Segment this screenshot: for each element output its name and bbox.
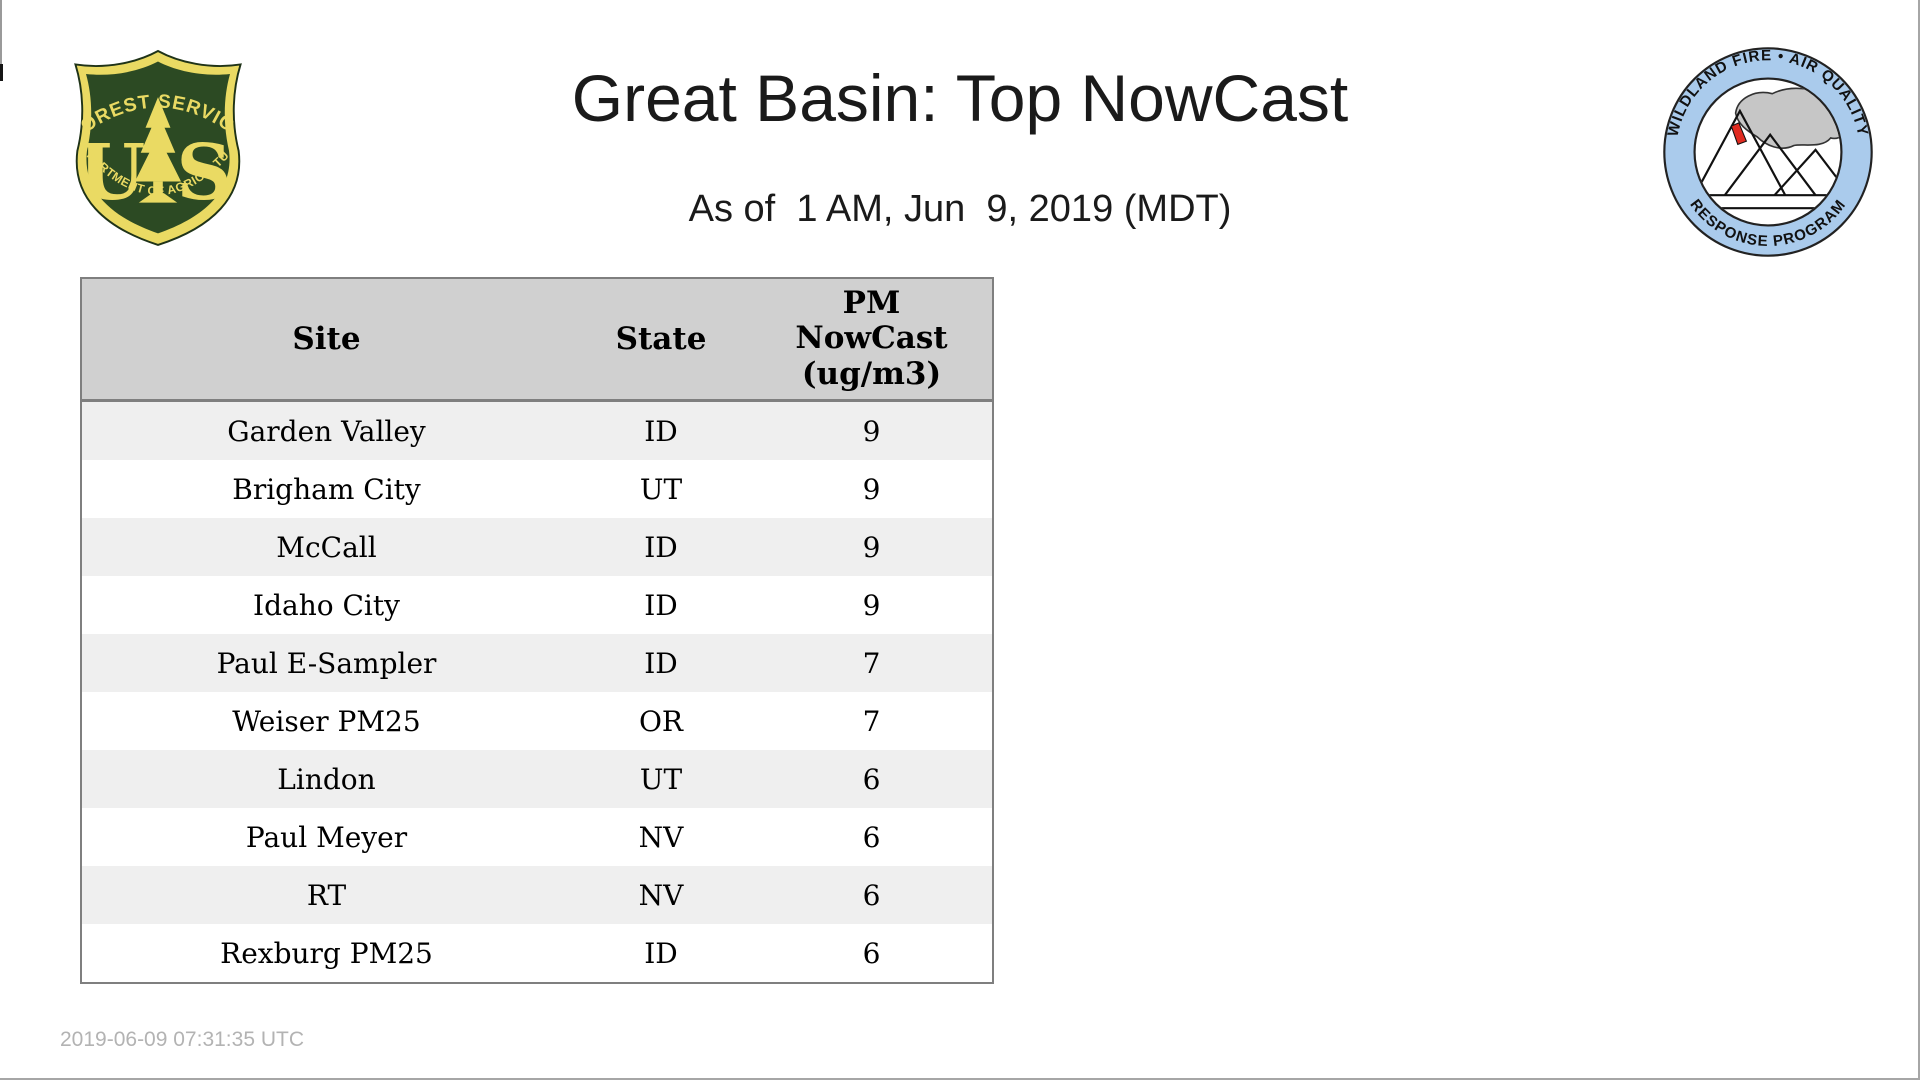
site-cell: Rexburg PM25: [220, 936, 433, 970]
page-edge-artifact: [0, 64, 3, 81]
state-cell: ID: [644, 414, 678, 448]
page-title: Great Basin: Top NowCast: [571, 61, 1349, 135]
nowcast-table-container: Site State PM NowCast (ug/m3) Garden Val…: [80, 277, 994, 984]
state-cell: UT: [639, 472, 683, 506]
wfaqrp-badge-icon: WILDLAND FIRE • AIR QUALITY RESPONSE PRO…: [1663, 47, 1873, 257]
site-cell: McCall: [276, 530, 377, 564]
table-row: Lindon UT 6: [81, 750, 993, 808]
nowcast-table-body: Garden Valley ID 9 Brigham City UT 9 McCall ID 9…: [81, 400, 993, 983]
site-cell: Paul Meyer: [245, 820, 408, 854]
site-cell: Idaho City: [253, 588, 400, 622]
table-row: Garden Valley ID 9: [81, 400, 993, 460]
page-left-border: [0, 0, 2, 64]
smoke-icon: [1734, 87, 1841, 149]
table-row: McCall ID 9: [81, 518, 993, 576]
footer-timestamp: 2019-06-09 07:31:35 UTC: [60, 1028, 304, 1051]
site-cell: RT: [306, 878, 347, 912]
table-row: Brigham City UT 9: [81, 460, 993, 518]
state-cell: ID: [644, 646, 678, 680]
state-cell: NV: [638, 820, 684, 854]
site-cell: Weiser PM25: [232, 704, 421, 738]
col-header-pm-nowcast: PM NowCast (ug/m3): [751, 278, 993, 402]
nowcast-table-header: Site State PM NowCast (ug/m3): [81, 278, 993, 402]
state-cell: ID: [644, 936, 678, 970]
value-cell: 6: [862, 878, 881, 912]
page-bottom-border: [0, 1078, 1920, 1080]
col-header-state: State: [571, 278, 751, 402]
fs-letter-s: S: [176, 128, 231, 218]
col-header-site: Site: [81, 278, 571, 402]
pine-tree-icon: [134, 97, 182, 203]
state-cell: OR: [638, 704, 684, 738]
nowcast-table: Site State PM NowCast (ug/m3) Garden Val…: [80, 277, 994, 984]
site-cell: Brigham City: [232, 472, 421, 506]
value-cell: 9: [862, 472, 881, 506]
table-row: Idaho City ID 9: [81, 576, 993, 634]
table-row: Paul Meyer NV 6: [81, 808, 993, 866]
table-row: RT NV 6: [81, 866, 993, 924]
value-cell: 9: [862, 414, 881, 448]
table-row: Paul E-Sampler ID 7: [81, 634, 993, 692]
state-cell: UT: [639, 762, 683, 796]
value-cell: 6: [862, 762, 881, 796]
value-cell: 7: [862, 704, 881, 738]
site-cell: Lindon: [277, 762, 376, 796]
flame-icon: [1730, 122, 1748, 146]
mountains-icon: [1695, 108, 1841, 210]
fs-letter-u: U: [78, 128, 145, 218]
state-cell: ID: [644, 530, 678, 564]
page-right-border: [1918, 0, 1920, 1080]
wfaqrp-logo: WILDLAND FIRE • AIR QUALITY RESPONSE PRO…: [1660, 44, 1876, 260]
table-row: Weiser PM25 OR 7: [81, 692, 993, 750]
state-cell: NV: [638, 878, 684, 912]
site-cell: Garden Valley: [227, 414, 426, 448]
value-cell: 6: [862, 936, 881, 970]
value-cell: 9: [862, 530, 881, 564]
value-cell: 6: [862, 820, 881, 854]
value-cell: 7: [862, 646, 881, 680]
page-subtitle: As of 1 AM, Jun 9, 2019 (MDT): [688, 188, 1232, 230]
table-row: Rexburg PM25 ID 6: [81, 924, 993, 983]
value-cell: 9: [862, 588, 881, 622]
state-cell: ID: [644, 588, 678, 622]
forest-service-shield-icon: FOREST SERVICE U S DEPARTMENT OF AGRICUL…: [55, 29, 242, 246]
forest-service-logo: FOREST SERVICE U S DEPARTMENT OF AGRICUL…: [55, 29, 254, 254]
site-cell: Paul E-Sampler: [216, 646, 437, 680]
